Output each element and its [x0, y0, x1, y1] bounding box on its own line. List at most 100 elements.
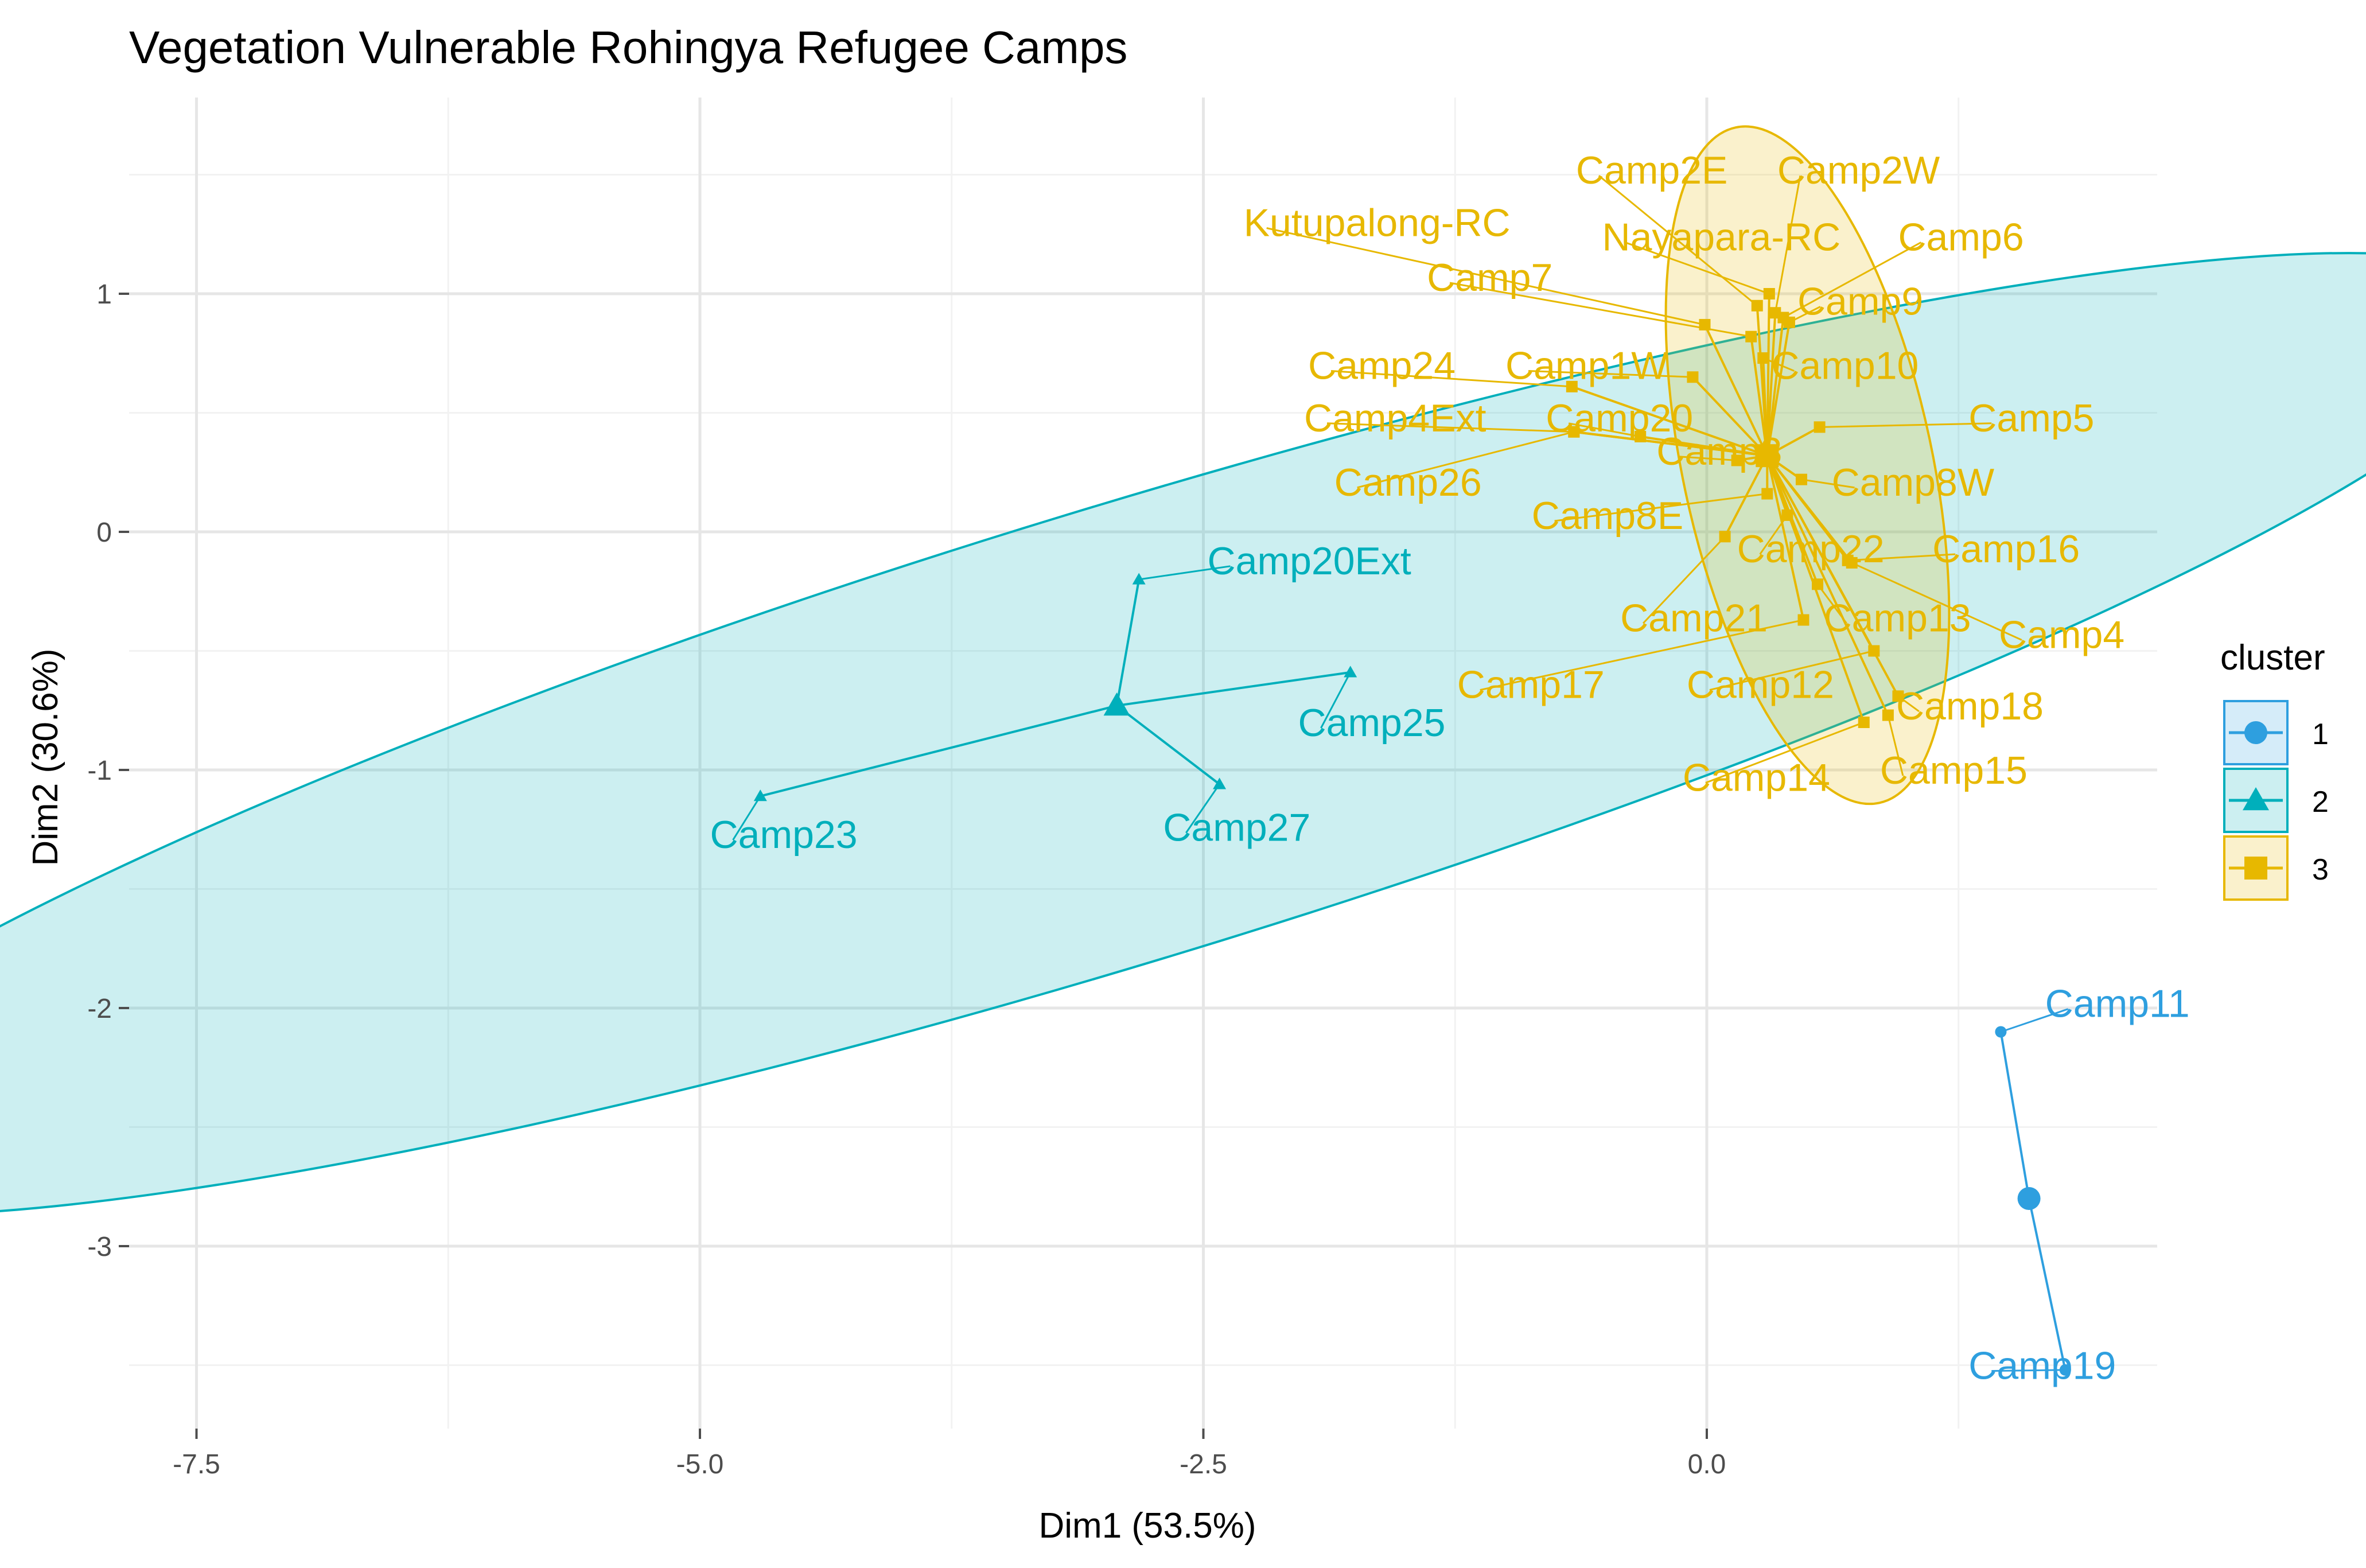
x-tick-label: -2.5 [1180, 1449, 1227, 1480]
point-Camp8E [1761, 488, 1773, 500]
point-Camp5 [1814, 421, 1826, 433]
leader-Nayapara-RC [1624, 241, 1770, 295]
label-Camp27: Camp27 [1163, 806, 1310, 850]
segment-Camp26 [1574, 430, 1768, 457]
point-Camp26 [1568, 426, 1580, 438]
point-Camp13 [1812, 578, 1824, 590]
segment-Camp19 [2028, 1198, 2067, 1371]
point-Camp3 [1731, 454, 1743, 466]
leader-Camp25 [1320, 672, 1352, 729]
label-Camp16: Camp16 [1932, 527, 2080, 571]
segment-Camp27 [1116, 705, 1220, 785]
label-Camp2E: Camp2E [1576, 149, 1728, 192]
y-tick-label: 1 [96, 279, 112, 310]
legend-label-3: 3 [2312, 853, 2329, 886]
label-Camp5: Camp5 [1968, 396, 2094, 440]
point-Camp14 [1858, 717, 1870, 728]
segment-Camp17 [1766, 455, 1805, 620]
point-Camp11 [1995, 1026, 2007, 1038]
leader-Camp11 [2000, 1008, 2069, 1033]
cluster-3-centroid [1756, 444, 1779, 468]
point-Camp22 [1781, 509, 1793, 521]
cluster-ellipses [0, 125, 2366, 1217]
label-Camp13: Camp13 [1824, 596, 1971, 640]
segment-Camp1W [1691, 376, 1768, 457]
point-labels: Camp11 Camp19 Camp20Ext Camp25 Camp23 Camp27 C… [710, 149, 2190, 1387]
segment-Camp24 [1571, 385, 1768, 457]
leader-Camp24 [1330, 370, 1572, 388]
y-axis-title: Dim2 (30.6%) [26, 649, 65, 866]
label-Camp18: Camp18 [1896, 684, 2044, 728]
legend-key-marker-3 [2244, 857, 2267, 880]
point-Kutupalong-RC [1699, 318, 1711, 330]
leader-Camp21 [1642, 536, 1726, 624]
data-points [753, 288, 2071, 1376]
plot-panel [129, 98, 2157, 1429]
leader-Camp12 [1709, 650, 1874, 691]
label-Camp4: Camp4 [1999, 613, 2124, 656]
legend-label-2: 2 [2312, 785, 2329, 819]
label-Nayapara-RC: Nayapara-RC [1602, 215, 1840, 259]
leader-Camp19 [1991, 1369, 2065, 1372]
leader-Camp3 [1679, 456, 1737, 461]
cluster-2-ellipse [0, 252, 2366, 1217]
segment-Camp23 [760, 705, 1118, 797]
leader-Camp8W [1801, 478, 1855, 489]
label-Camp21: Camp21 [1620, 596, 1768, 640]
point-Camp20 [1635, 431, 1647, 442]
leader-Camp26 [1357, 431, 1574, 489]
label-Camp25: Camp25 [1298, 701, 1445, 745]
point-Camp25 [1344, 666, 1357, 678]
leader-Camp8E [1554, 493, 1768, 522]
y-tick-label: -1 [87, 756, 112, 786]
segment-Camp11 [1999, 1032, 2030, 1199]
point-Camp2E [1751, 299, 1763, 312]
x-tick-label: 0.0 [1688, 1449, 1726, 1480]
label-Camp3: Camp3 [1656, 430, 1782, 473]
leader-Camp6 [1783, 242, 1922, 318]
label-Camp15: Camp15 [1880, 749, 2028, 792]
label-Camp8W: Camp8W [1832, 461, 1994, 504]
y-tick-label: -2 [87, 994, 112, 1024]
segment-Camp25 [1116, 671, 1351, 707]
x-tick-label: -5.0 [676, 1449, 724, 1480]
leader-Camp23 [732, 795, 761, 841]
point-Camp4 [1846, 557, 1858, 569]
leader-Camp17 [1480, 619, 1804, 691]
label-Camp8E: Camp8E [1532, 494, 1684, 538]
segment-Camp21 [1723, 455, 1769, 538]
label-Camp2W: Camp2W [1777, 149, 1940, 192]
point-Camp9 [1783, 316, 1795, 328]
leader-Camp16 [1847, 553, 1956, 562]
grid [129, 98, 2157, 1429]
legend-label-1: 1 [2312, 718, 2329, 751]
y-tick-label: 0 [96, 518, 112, 548]
legend-title: cluster [2220, 638, 2325, 678]
point-Camp23 [753, 789, 767, 801]
label-Camp12: Camp12 [1687, 663, 1834, 707]
label-Camp17: Camp17 [1457, 663, 1605, 707]
segment-Kutupalong-RC [1703, 324, 1769, 457]
label-Camp20: Camp20 [1546, 396, 1693, 440]
segment-Camp20Ext [1115, 579, 1141, 706]
leader-Camp5 [1819, 422, 1992, 428]
point-Camp19 [2059, 1364, 2071, 1376]
leader-Camp14 [1705, 721, 1865, 784]
legend: cluster 1 2 3 [2220, 638, 2329, 901]
leader-Camp4 [1851, 562, 2022, 641]
label-Camp22: Camp22 [1737, 527, 1885, 571]
leader-Camp4Ext [1326, 422, 1574, 433]
legend-key-marker-1 [2244, 721, 2267, 744]
leader-Camp27 [1185, 784, 1220, 834]
label-Camp6: Camp6 [1898, 215, 2023, 259]
label-Camp26: Camp26 [1334, 461, 1482, 504]
label-Camp7: Camp7 [1427, 256, 1552, 299]
leader-Camp15 [1887, 715, 1904, 776]
segment-Camp4 [1766, 454, 1853, 564]
point-Camp7 [1745, 330, 1757, 343]
label-Camp9: Camp9 [1797, 279, 1923, 323]
label-Camp20Ext: Camp20Ext [1208, 539, 1411, 583]
leader-Kutupalong-RC [1266, 227, 1705, 326]
leader-Camp2E [1598, 175, 1758, 306]
segment-Camp15 [1766, 455, 1889, 716]
